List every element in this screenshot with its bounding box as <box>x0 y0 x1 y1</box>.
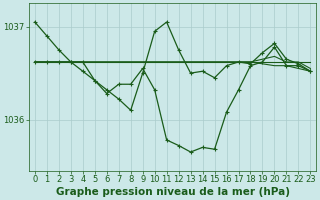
X-axis label: Graphe pression niveau de la mer (hPa): Graphe pression niveau de la mer (hPa) <box>56 187 290 197</box>
